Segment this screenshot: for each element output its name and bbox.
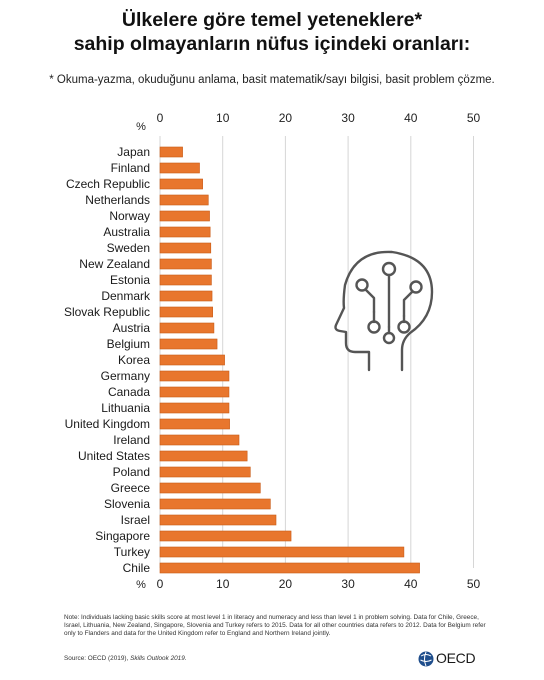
x-tick-label-bottom: 40 xyxy=(404,577,418,591)
bar xyxy=(159,354,225,366)
category-labels: Japan Finland Czech Republic Netherlands Nor… xyxy=(64,145,151,575)
category-label: Slovak Republic xyxy=(64,305,150,319)
bar xyxy=(159,162,200,174)
bar xyxy=(159,434,240,446)
oecd-logo: OECD xyxy=(418,649,498,669)
category-label: Estonia xyxy=(110,273,150,287)
bar xyxy=(159,322,215,334)
category-label: Belgium xyxy=(107,337,150,351)
bar xyxy=(159,562,420,574)
x-tick-label-top: 10 xyxy=(216,111,230,125)
category-label: Australia xyxy=(103,225,150,239)
category-label: Japan xyxy=(117,145,150,159)
bar xyxy=(159,450,248,462)
category-label: Lithuania xyxy=(101,401,150,415)
category-label: Sweden xyxy=(107,241,150,255)
bar-chart: Japan Finland Czech Republic Netherlands Nor… xyxy=(64,111,481,591)
category-label: Turkey xyxy=(114,545,150,559)
category-label: Denmark xyxy=(101,289,151,303)
head-circuit-icon xyxy=(334,250,434,372)
bar xyxy=(159,226,211,238)
source-line: Source: OECD (2019), Skills Outlook 2019… xyxy=(64,655,494,663)
x-tick-label-bottom: 20 xyxy=(279,577,293,591)
x-tick-label-top: 30 xyxy=(341,111,355,125)
bar xyxy=(159,306,213,318)
bar xyxy=(159,274,212,286)
category-label: New Zealand xyxy=(79,257,150,271)
bar xyxy=(159,514,277,526)
bar xyxy=(159,242,212,254)
grid-lines xyxy=(159,136,474,568)
bar xyxy=(159,386,230,398)
category-label: Ireland xyxy=(113,433,150,447)
x-tick-label-bottom: 10 xyxy=(216,577,230,591)
bar xyxy=(159,194,209,206)
bar xyxy=(159,418,230,430)
oecd-globe-icon xyxy=(418,651,434,667)
category-label: Korea xyxy=(118,353,150,367)
x-tick-label-top: 50 xyxy=(467,111,481,125)
source-title: Skills Outlook 2019. xyxy=(130,655,187,662)
category-label: Greece xyxy=(111,481,151,495)
axis-unit-bottom: % xyxy=(136,579,146,591)
bar xyxy=(159,370,230,382)
bar xyxy=(159,258,212,270)
category-label: Austria xyxy=(113,321,151,335)
footnote: Note: Individuals lacking basic skills s… xyxy=(64,614,486,638)
chart-title-line-2: sahip olmayanların nüfus içindeki oranla… xyxy=(73,33,471,55)
category-label: Norway xyxy=(109,209,150,223)
x-tick-label-top: 0 xyxy=(157,111,164,125)
bar xyxy=(159,210,210,222)
top-axis-ticks: 0 10 20 30 40 50% xyxy=(136,111,480,133)
oecd-logo-text: OECD xyxy=(436,650,476,666)
x-tick-label-top: 40 xyxy=(404,111,418,125)
bar xyxy=(159,466,251,478)
category-label: Slovenia xyxy=(104,497,150,511)
x-tick-label-top: 20 xyxy=(279,111,293,125)
x-tick-label-bottom: 30 xyxy=(341,577,355,591)
axis-unit-top: % xyxy=(136,121,146,133)
chart-title-line-1: Ülkelere göre temel yeteneklere* xyxy=(121,9,423,31)
category-label: United Kingdom xyxy=(65,417,150,431)
source-prefix: Source: OECD (2019), xyxy=(64,655,131,662)
bottom-axis-ticks: 0 10 20 30 40 50% xyxy=(136,577,480,591)
category-label: Czech Republic xyxy=(66,177,150,191)
category-label: Poland xyxy=(113,465,150,479)
category-label: Germany xyxy=(101,369,150,383)
category-label: Israel xyxy=(121,513,150,527)
bar xyxy=(159,482,261,494)
bar xyxy=(159,530,292,542)
category-label: United States xyxy=(78,449,150,463)
bars xyxy=(159,146,420,574)
bar xyxy=(159,146,183,158)
chart-subtitle: * Okuma-yazma, okuduğunu anlama, basit m… xyxy=(49,74,495,86)
bar xyxy=(159,178,203,190)
x-tick-label-bottom: 0 xyxy=(157,577,164,591)
category-label: Netherlands xyxy=(85,193,150,207)
category-label: Singapore xyxy=(95,529,150,543)
category-label: Chile xyxy=(123,561,151,575)
category-label: Finland xyxy=(111,161,150,175)
bar xyxy=(159,290,213,302)
bar xyxy=(159,498,271,510)
bar xyxy=(159,402,230,414)
x-tick-label-bottom: 50 xyxy=(467,577,481,591)
bar xyxy=(159,546,405,558)
bar xyxy=(159,338,218,350)
category-label: Canada xyxy=(108,385,150,399)
